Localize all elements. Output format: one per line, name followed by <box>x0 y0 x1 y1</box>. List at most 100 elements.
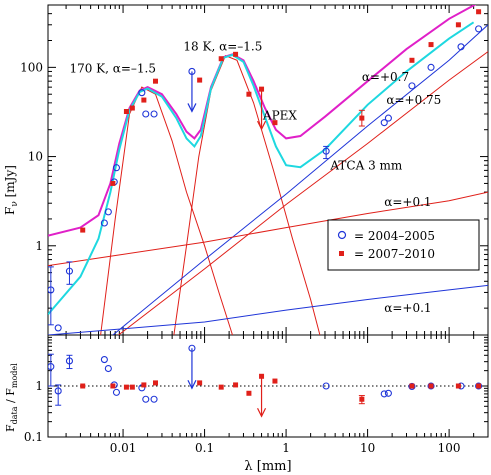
main-data-points <box>48 9 483 332</box>
data-point-2004-2005 <box>457 43 465 51</box>
data-point-2007-2010 <box>428 42 434 48</box>
data-point-2004-2005 <box>65 357 74 365</box>
data-point-2007-2010 <box>233 51 239 57</box>
main-y-axis-label-nu: ν <box>10 201 20 206</box>
data-point-2004-2005 <box>142 395 150 403</box>
data-point-2007-2010 <box>129 384 135 390</box>
data-point-2007-2010 <box>80 227 86 233</box>
data-point-2007-2010 <box>359 396 365 402</box>
main-axes: 1 10 100 <box>20 4 489 336</box>
data-point-2007-2010 <box>152 380 158 386</box>
data-point-2007-2010 <box>123 109 129 115</box>
residual-y-label-f: F <box>4 424 17 432</box>
data-point-2007-2010 <box>141 97 147 103</box>
chart-annotation: α=+0.1 <box>384 195 431 209</box>
data-point-2007-2010 <box>233 382 239 388</box>
data-point-2004-2005 <box>475 25 483 33</box>
data-point-2007-2010 <box>409 57 415 63</box>
data-point-2007-2010 <box>141 382 147 388</box>
data-point-2004-2005 <box>408 82 416 90</box>
y-tick-label: 1 <box>35 379 43 393</box>
residual-y-axis-label: Fdata / Fmodel <box>4 363 19 432</box>
main-y-axis-label-unit: [mJy] <box>3 165 17 201</box>
data-point-2007-2010 <box>218 56 224 62</box>
data-point-2004-2005 <box>104 208 112 216</box>
x-axis-label: λ [mm] <box>244 459 291 474</box>
data-point-2007-2010 <box>272 378 278 384</box>
data-point-2004-2005 <box>384 389 392 397</box>
data-point-2004-2005 <box>100 219 108 227</box>
component-line <box>118 51 488 335</box>
main-annotations: 170 K, α=–1.5 18 K, α=–1.5 α=+0.7 α=+0.75 AP… <box>69 39 441 315</box>
data-point-2004-2005 <box>65 267 74 275</box>
data-point-2004-2005 <box>104 364 112 373</box>
legend-label-2007-2010: = 2007–2010 <box>354 247 435 261</box>
data-point-2004-2005 <box>100 356 108 364</box>
data-point-2004-2005 <box>150 395 158 403</box>
data-point-2004-2005 <box>427 382 435 390</box>
upper-limit-arrowhead <box>257 408 267 418</box>
data-point-2007-2010 <box>197 77 203 83</box>
data-point-2007-2010 <box>123 384 129 390</box>
data-point-2004-2005 <box>138 89 146 97</box>
x-tick-label: 0.01 <box>110 441 137 455</box>
residual-y-label-mid: / F <box>4 388 17 407</box>
data-point-2007-2010 <box>409 383 415 389</box>
data-point-2007-2010 <box>129 105 135 111</box>
main-y-axis-label-f: F <box>3 207 17 215</box>
component-line <box>48 284 488 335</box>
upper-limit-marker <box>259 86 265 92</box>
data-point-2007-2010 <box>428 383 434 389</box>
y-tick-label: 1 <box>35 239 43 253</box>
data-point-2007-2010 <box>80 383 86 389</box>
data-point-2007-2010 <box>272 120 278 126</box>
data-point-2007-2010 <box>455 383 461 389</box>
legend: = 2004–2005 = 2007–2010 <box>327 219 480 271</box>
chart-annotation: 170 K, α=–1.5 <box>69 61 156 75</box>
chart-annotation: α=+0.7 <box>362 70 409 84</box>
component-line <box>173 55 321 335</box>
model-curve <box>48 21 475 316</box>
data-point-2007-2010 <box>218 384 224 390</box>
component-line <box>112 24 488 335</box>
data-point-2007-2010 <box>110 383 116 389</box>
data-point-2004-2005 <box>142 110 150 118</box>
chart-annotation: α=+0.1 <box>384 301 431 315</box>
data-point-2004-2005 <box>54 324 62 332</box>
data-point-2004-2005 <box>427 63 435 71</box>
legend-marker-circle <box>337 230 347 240</box>
data-point-2007-2010 <box>359 115 365 121</box>
y-tick-label: 0.1 <box>24 430 43 444</box>
x-tick-label: 0.1 <box>195 441 214 455</box>
legend-label-2004-2005: = 2004–2005 <box>354 229 435 243</box>
main-y-axis-label: Fν [mJy] <box>3 165 20 215</box>
chart-annotation: ATCA 3 mm <box>329 158 403 172</box>
chart-annotation: 18 K, α=–1.5 <box>183 39 262 53</box>
residual-data-points <box>48 344 483 418</box>
data-point-2007-2010 <box>246 390 252 396</box>
data-point-2004-2005 <box>54 387 62 395</box>
data-point-2007-2010 <box>476 383 482 389</box>
main-model-lines <box>48 5 488 335</box>
data-point-2004-2005 <box>112 164 121 172</box>
data-point-2007-2010 <box>110 180 116 186</box>
x-tick-label: 100 <box>438 441 461 455</box>
data-point-2004-2005 <box>112 388 121 396</box>
data-point-2007-2010 <box>476 9 482 15</box>
upper-limit-arrowhead <box>257 120 267 131</box>
chart-annotation: α=+0.75 <box>386 93 441 107</box>
data-point-2004-2005 <box>475 382 483 390</box>
data-point-2004-2005 <box>322 382 330 390</box>
upper-limit-marker <box>259 373 265 379</box>
data-point-2004-2005 <box>380 119 388 127</box>
data-point-2007-2010 <box>246 91 252 97</box>
chart-annotation: APEX <box>262 109 298 123</box>
data-point-2007-2010 <box>152 78 158 84</box>
data-point-2004-2005 <box>150 110 158 118</box>
upper-limit-arrowhead <box>187 379 197 390</box>
data-point-2007-2010 <box>455 22 461 28</box>
x-tick-label: 10 <box>360 441 375 455</box>
data-point-2004-2005 <box>380 390 388 398</box>
residual-y-label-data: data <box>10 406 19 424</box>
